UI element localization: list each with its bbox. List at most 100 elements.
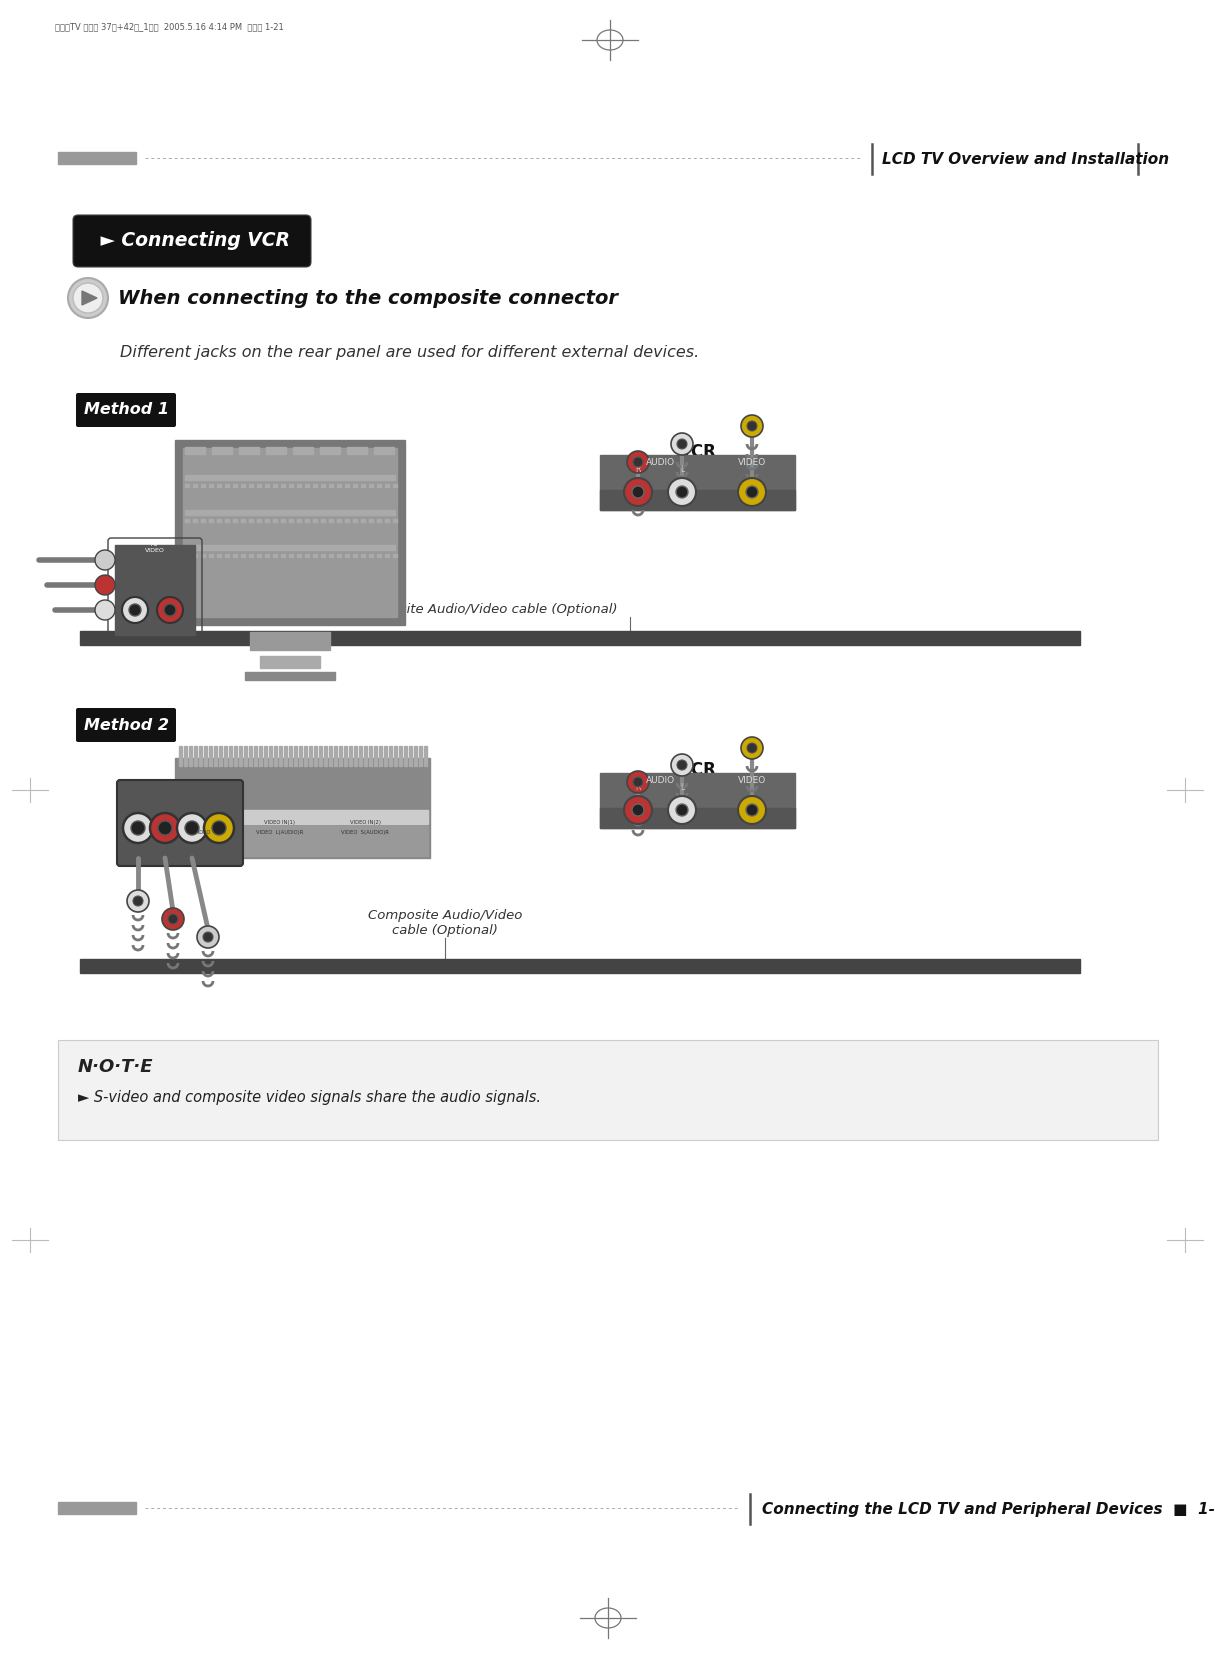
Circle shape [157, 598, 183, 622]
Text: R: R [635, 465, 640, 475]
Bar [233, 554, 237, 558]
Bar [224, 745, 227, 765]
Circle shape [625, 478, 652, 506]
Bar [354, 554, 357, 558]
Bar [115, 544, 194, 636]
Bar [337, 554, 341, 558]
Bar [379, 745, 382, 765]
Bar [284, 745, 287, 765]
Circle shape [738, 797, 765, 823]
Bar [334, 745, 337, 765]
Bar [185, 475, 395, 480]
Bar [177, 810, 428, 823]
Bar [58, 1502, 136, 1514]
Bar [337, 485, 341, 486]
Bar [305, 554, 309, 558]
Bar [200, 554, 205, 558]
Bar [369, 554, 373, 558]
Bar [354, 485, 357, 486]
Bar [241, 485, 245, 486]
Bar [377, 554, 382, 558]
Bar [354, 520, 357, 521]
Bar [394, 745, 397, 765]
Bar [296, 485, 301, 486]
Bar [281, 554, 286, 558]
Circle shape [671, 433, 693, 455]
Bar [313, 485, 317, 486]
Bar [175, 440, 405, 626]
Bar [249, 485, 253, 486]
Bar [321, 485, 324, 486]
Text: AV
VIDEO: AV VIDEO [145, 543, 165, 553]
Bar [265, 520, 269, 521]
Text: N·O·T·E: N·O·T·E [78, 1057, 153, 1076]
Circle shape [627, 452, 649, 473]
Bar [241, 554, 245, 558]
Bar [405, 745, 407, 765]
Circle shape [129, 604, 141, 616]
Bar [80, 959, 1080, 973]
Bar [281, 485, 286, 486]
FancyBboxPatch shape [117, 780, 243, 867]
Bar [419, 745, 422, 765]
Circle shape [95, 574, 115, 594]
Text: L: L [680, 784, 684, 792]
Text: R: R [635, 784, 640, 792]
Bar [424, 745, 426, 765]
Bar [385, 485, 389, 486]
Bar [211, 447, 232, 453]
Circle shape [627, 770, 649, 793]
Bar [234, 745, 237, 765]
Bar [377, 485, 382, 486]
Bar [225, 520, 228, 521]
Bar [414, 745, 417, 765]
Bar [58, 153, 136, 164]
Bar [305, 520, 309, 521]
Bar [183, 745, 187, 765]
Bar [289, 554, 293, 558]
Bar [313, 745, 317, 765]
Bar [369, 745, 372, 765]
Bar [392, 520, 397, 521]
Bar [225, 485, 228, 486]
Circle shape [625, 797, 652, 823]
Text: L: L [680, 465, 684, 475]
Bar [185, 510, 395, 515]
Bar [177, 827, 428, 857]
Bar [361, 485, 364, 486]
Bar [245, 672, 335, 681]
Bar [345, 485, 349, 486]
Circle shape [122, 598, 148, 622]
Circle shape [123, 813, 153, 843]
Bar [200, 485, 205, 486]
Bar [209, 485, 213, 486]
Bar [289, 745, 292, 765]
Bar [299, 745, 303, 765]
Bar [296, 554, 301, 558]
Bar [209, 745, 211, 765]
Text: Different jacks on the rear panel are used for different external devices.: Different jacks on the rear panel are us… [120, 345, 700, 360]
Bar [239, 447, 259, 453]
Text: Composite Audio/Video cable (Optional): Composite Audio/Video cable (Optional) [352, 604, 617, 616]
Bar [358, 745, 362, 765]
Bar [193, 554, 197, 558]
Text: LCD TV Overview and Installation: LCD TV Overview and Installation [882, 151, 1169, 166]
Text: VIDEO  L(AUDIO)R: VIDEO L(AUDIO)R [256, 830, 304, 835]
Circle shape [677, 760, 686, 770]
Bar [199, 745, 202, 765]
Text: AUDIO: AUDIO [645, 775, 674, 785]
Bar [217, 485, 221, 486]
Bar [329, 485, 333, 486]
Circle shape [746, 803, 758, 817]
Bar [374, 745, 377, 765]
Bar [258, 554, 261, 558]
Circle shape [168, 915, 179, 925]
Bar [344, 745, 347, 765]
Bar [320, 447, 340, 453]
Text: VIDEO IN(2): VIDEO IN(2) [350, 820, 380, 825]
Bar [392, 485, 397, 486]
Bar [289, 520, 293, 521]
Bar [293, 447, 313, 453]
Bar [249, 520, 253, 521]
Bar [329, 554, 333, 558]
